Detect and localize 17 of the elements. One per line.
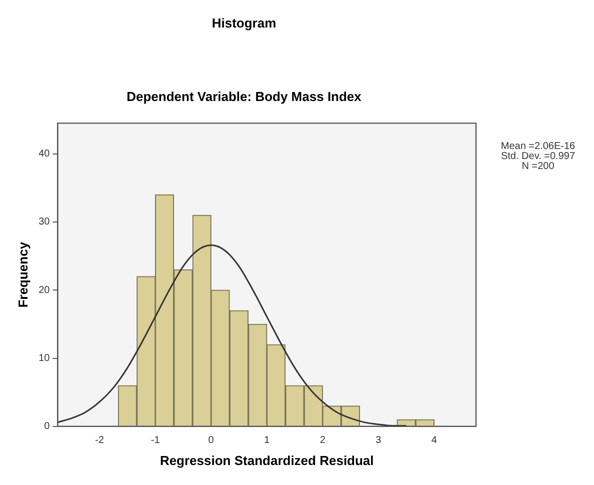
y-tick-label: 10	[38, 353, 50, 364]
y-tick-label: 20	[38, 284, 50, 296]
y-tick-label: 30	[38, 216, 50, 228]
y-tick-label: 40	[38, 148, 50, 160]
chart-subtitle: Dependent Variable: Body Mass Index	[126, 88, 362, 104]
y-axis-title: Frequency	[15, 241, 30, 308]
x-tick-label: 3	[376, 435, 382, 446]
chart-title: Histogram	[212, 15, 276, 30]
x-tick-label: 2	[320, 435, 326, 446]
text: Mean =2.06E-16 Std. Dev. =0.997 N =200	[500, 141, 576, 172]
x-tick-label: -1	[150, 435, 160, 446]
x-tick-label: -2	[95, 435, 104, 446]
x-axis-title: Regression Standardized Residual	[160, 452, 374, 468]
y-tick-label: 0	[44, 421, 50, 432]
x-tick-label: 1	[264, 435, 270, 446]
x-tick-label: 4	[431, 435, 438, 446]
x-tick-label: 0	[208, 435, 214, 446]
